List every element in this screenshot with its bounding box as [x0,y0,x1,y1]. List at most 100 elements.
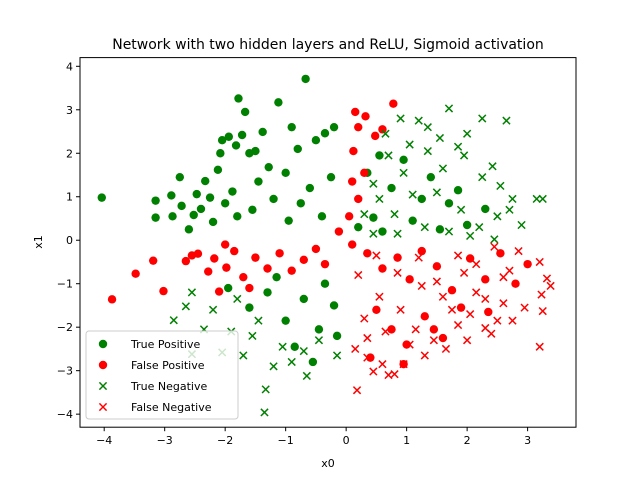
point-false-positive-31 [347,240,357,249]
point-true-negative-45 [360,210,369,219]
point-true-negative-26-stroke-b [444,104,454,113]
point-false-positive-11 [239,272,248,282]
point-false-negative-48-stroke-b [466,310,475,319]
point-false-negative-29-stroke-b [417,281,426,291]
series-false-negative [351,242,555,395]
point-true-negative-52-stroke-b [493,212,502,221]
point-true-negative-20 [381,129,390,138]
point-false-positive-17 [311,244,321,254]
point-false-negative-7 [505,266,514,275]
point-false-negative-37-stroke-b [393,268,402,277]
point-true-negative-0-stroke-b [169,316,178,325]
point-false-negative-27 [375,292,384,301]
point-false-negative-40-stroke-b [453,251,463,260]
point-true-negative-58 [369,229,378,238]
point-false-negative-15-stroke-b [429,336,438,345]
point-false-negative-49-stroke-b [487,329,496,338]
point-true-positive-9 [192,189,201,199]
point-true-negative-29-stroke-b [478,114,487,123]
point-true-positive-68 [272,272,281,282]
point-false-negative-23 [363,353,372,362]
legend-marker-false-positive [98,360,108,370]
point-true-negative-8-stroke-b [260,408,269,417]
point-true-positive-57 [453,186,463,195]
point-true-positive-28 [281,168,290,178]
point-false-negative-12-stroke-b [462,336,472,345]
point-true-positive-13 [208,217,218,227]
point-false-negative-21 [378,360,387,369]
point-true-positive-45 [369,213,378,222]
point-false-negative-2-stroke-b [535,257,544,267]
point-false-negative-46-stroke-b [363,333,372,343]
point-false-positive-44 [387,325,396,334]
point-false-negative-48 [466,310,475,319]
point-true-negative-53 [490,235,499,244]
point-false-positive-14 [275,249,284,258]
point-false-negative-1 [546,281,555,291]
point-true-negative-16-stroke-b [187,288,197,297]
point-true-positive-70 [223,283,233,293]
point-true-negative-1 [181,302,190,311]
series-true-positive [97,74,490,367]
point-true-negative-50-stroke-b [456,205,466,214]
point-true-negative-58-stroke-b [369,229,378,238]
point-true-negative-13-stroke-b [299,346,308,356]
point-true-positive-19 [231,141,241,150]
point-true-positive-39 [317,212,327,221]
point-false-negative-34-stroke-b [520,303,529,312]
point-true-negative-38-stroke-b [478,173,487,182]
point-false-positive-29 [360,168,369,178]
point-true-positive-6 [177,201,186,211]
point-true-negative-14 [314,336,324,345]
point-true-negative-12-stroke-b [302,371,311,381]
point-true-negative-18-stroke-b [233,294,242,304]
point-true-positive-15 [216,149,225,158]
point-false-negative-32-stroke-b [481,294,490,304]
point-false-positive-39 [465,254,475,263]
point-true-positive-60 [263,288,272,297]
point-false-negative-32 [481,294,490,304]
point-true-negative-27 [453,142,463,151]
point-true-negative-7-stroke-b [261,385,270,394]
legend: True Positive False Positive True Negative… [85,330,239,420]
point-false-negative-31-stroke-b [459,268,469,277]
point-true-negative-32-stroke-b [496,181,505,191]
point-true-negative-47-stroke-b [390,210,399,219]
point-true-negative-51-stroke-b [475,223,484,232]
point-true-negative-39-stroke-b [459,151,469,160]
point-true-positive-63 [314,325,324,334]
point-false-positive-47 [438,333,448,343]
point-false-negative-33-stroke-b [499,273,508,282]
point-false-negative-10-stroke-b [481,323,490,333]
point-false-positive-37 [432,262,442,271]
point-true-negative-0 [169,316,178,325]
point-true-negative-21 [396,114,405,123]
point-true-positive-58 [375,151,384,160]
point-true-positive-61 [281,316,290,325]
point-true-negative-42 [399,168,408,177]
y-tick-label--4: −4 [57,408,73,421]
point-true-negative-1-stroke-b [181,302,190,311]
point-false-negative-20 [384,370,393,380]
point-true-negative-49-stroke-b [432,188,442,197]
point-false-negative-5-stroke-b [535,342,544,351]
point-true-positive-46 [387,183,396,193]
point-true-positive-26 [264,162,273,172]
point-true-negative-40 [438,164,448,173]
point-true-negative-51 [475,223,484,232]
point-false-positive-46 [420,312,429,321]
point-false-negative-47-stroke-b [447,305,457,314]
point-true-negative-44 [369,179,378,188]
point-false-negative-5 [535,342,544,351]
point-false-positive-25 [370,131,380,141]
point-true-negative-48-stroke-b [408,190,417,199]
point-false-positive-2 [148,256,158,265]
point-false-negative-39 [432,277,442,286]
point-true-positive-48 [426,172,436,182]
legend-marker-true-positive [98,339,108,349]
point-true-negative-50 [456,205,466,214]
point-true-positive-4 [168,212,177,221]
point-false-positive-4 [181,256,191,266]
point-true-positive-44 [220,199,230,208]
point-false-positive-52 [187,251,197,260]
